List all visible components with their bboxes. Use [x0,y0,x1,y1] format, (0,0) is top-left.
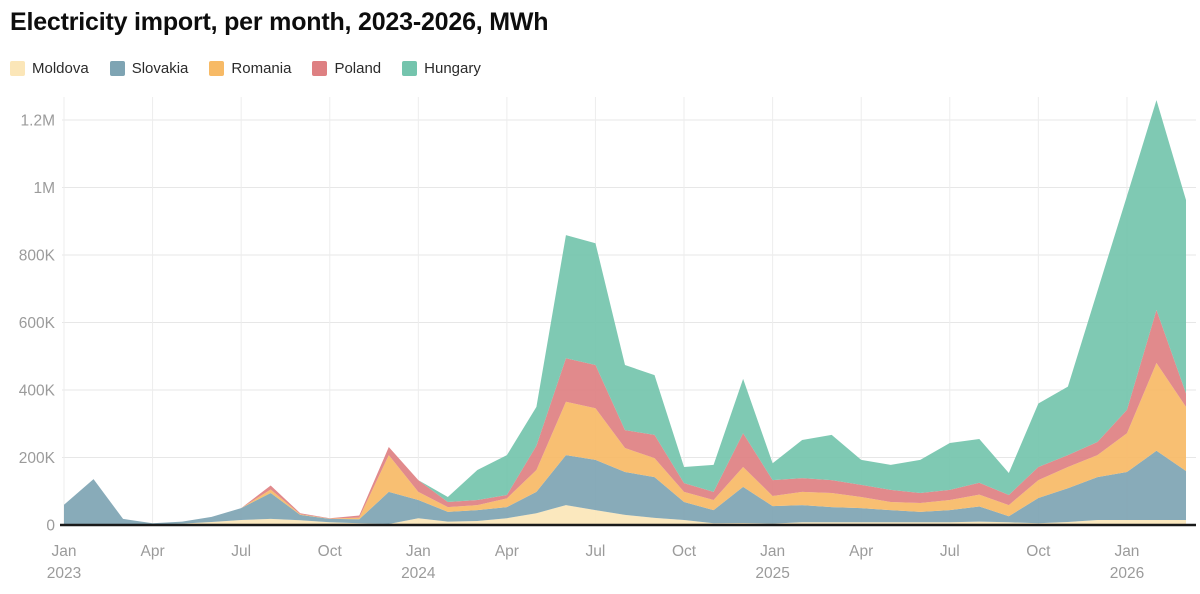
legend-label: Hungary [424,60,481,77]
legend-swatch-poland [312,61,328,76]
x-tick-month: Oct [1026,543,1051,560]
legend-label: Moldova [32,60,89,77]
y-axis-labels: 0 200K 400K 600K 800K 1M 1.2M [19,113,56,535]
x-tick-month: Jan [1114,543,1139,560]
legend-item-romania: Romania [209,61,291,76]
legend: Moldova Slovakia Romania Poland Hungary [10,61,502,76]
legend-item-poland: Poland [312,61,381,76]
legend-label: Romania [231,60,292,77]
y-tick-label: 600K [19,315,56,332]
area-series [64,100,1186,525]
x-tick-month: Jul [586,543,606,560]
x-tick-month: Jan [406,543,431,560]
x-axis-labels: Jan 2023 Apr Jul Oct Jan 2024 Apr Jul Oct Jan 2025 A… [47,543,1144,582]
chart-title: Electricity import, per month, 2023-2026… [10,8,549,36]
x-tick-month: Apr [849,543,873,560]
area-moldova[interactable] [64,505,1186,525]
legend-swatch-romania [209,61,225,76]
x-tick-month: Oct [318,543,343,560]
y-tick-label: 0 [46,518,55,535]
x-tick-month: Apr [495,543,519,560]
y-tick-label: 1M [33,180,55,197]
legend-item-slovakia: Slovakia [109,60,189,77]
y-tick-label: 400K [19,383,56,400]
legend-label: Poland [334,60,382,77]
legend-item-hungary: Hungary [402,61,481,76]
x-tick-year: 2024 [401,565,436,582]
x-tick-month: Jan [52,543,77,560]
y-tick-label: 200K [19,450,56,467]
legend-swatch-moldova [10,61,25,76]
area-slovakia[interactable] [64,450,1186,525]
y-tick-label: 1.2M [21,113,55,130]
x-tick-year: 2026 [1110,565,1144,582]
legend-label: Slovakia [131,60,189,77]
x-tick-year: 2023 [47,565,81,582]
legend-swatch-slovakia [109,61,125,76]
x-tick-month: Jan [760,543,785,560]
x-tick-month: Apr [141,543,165,560]
x-tick-year: 2025 [755,565,789,582]
legend-swatch-hungary [402,61,418,76]
x-tick-month: Jul [940,543,960,560]
y-tick-label: 800K [19,248,56,265]
x-tick-month: Oct [672,543,697,560]
x-tick-month: Jul [231,543,251,560]
legend-item-moldova: Moldova [10,61,89,76]
